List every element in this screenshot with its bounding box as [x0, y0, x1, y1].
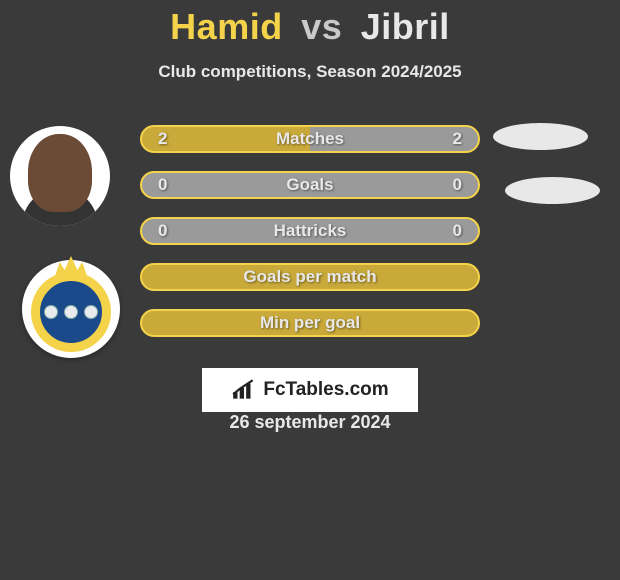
stat-rows: 2Matches20Goals00Hattricks0Goals per mat… [140, 125, 480, 355]
stat-left-value: 2 [158, 129, 167, 149]
stat-row: 0Hattricks0 [140, 217, 480, 245]
stat-right-value: 0 [453, 175, 462, 195]
brand-badge: FcTables.com [202, 368, 418, 412]
club-badge [22, 260, 120, 358]
player2-name: Jibril [361, 6, 450, 47]
stat-label: Matches [167, 129, 452, 149]
stat-row: Goals per match [140, 263, 480, 291]
stat-left-value: 0 [158, 221, 167, 241]
stat-label: Min per goal [158, 313, 462, 333]
stat-left-value: 0 [158, 175, 167, 195]
stat-label: Goals [167, 175, 452, 195]
stat-row: Min per goal [140, 309, 480, 337]
player1-avatar [10, 126, 110, 226]
vs-separator: vs [301, 6, 342, 47]
brand-chart-icon [231, 379, 257, 401]
stat-label: Goals per match [158, 267, 462, 287]
badge-dots [40, 281, 102, 343]
stat-right-value: 2 [453, 129, 462, 149]
stat-row: 2Matches2 [140, 125, 480, 153]
brand-text: FcTables.com [263, 379, 388, 401]
stat-label: Hattricks [167, 221, 452, 241]
player2-avatar-placeholder-1 [493, 123, 588, 150]
shield-icon [31, 272, 111, 352]
player1-name: Hamid [170, 6, 283, 47]
stat-right-value: 0 [453, 221, 462, 241]
player2-avatar-placeholder-2 [505, 177, 600, 204]
subtitle: Club competitions, Season 2024/2025 [0, 62, 620, 82]
date-label: 26 september 2024 [0, 412, 620, 433]
stat-row: 0Goals0 [140, 171, 480, 199]
comparison-title: Hamid vs Jibril [0, 0, 620, 48]
